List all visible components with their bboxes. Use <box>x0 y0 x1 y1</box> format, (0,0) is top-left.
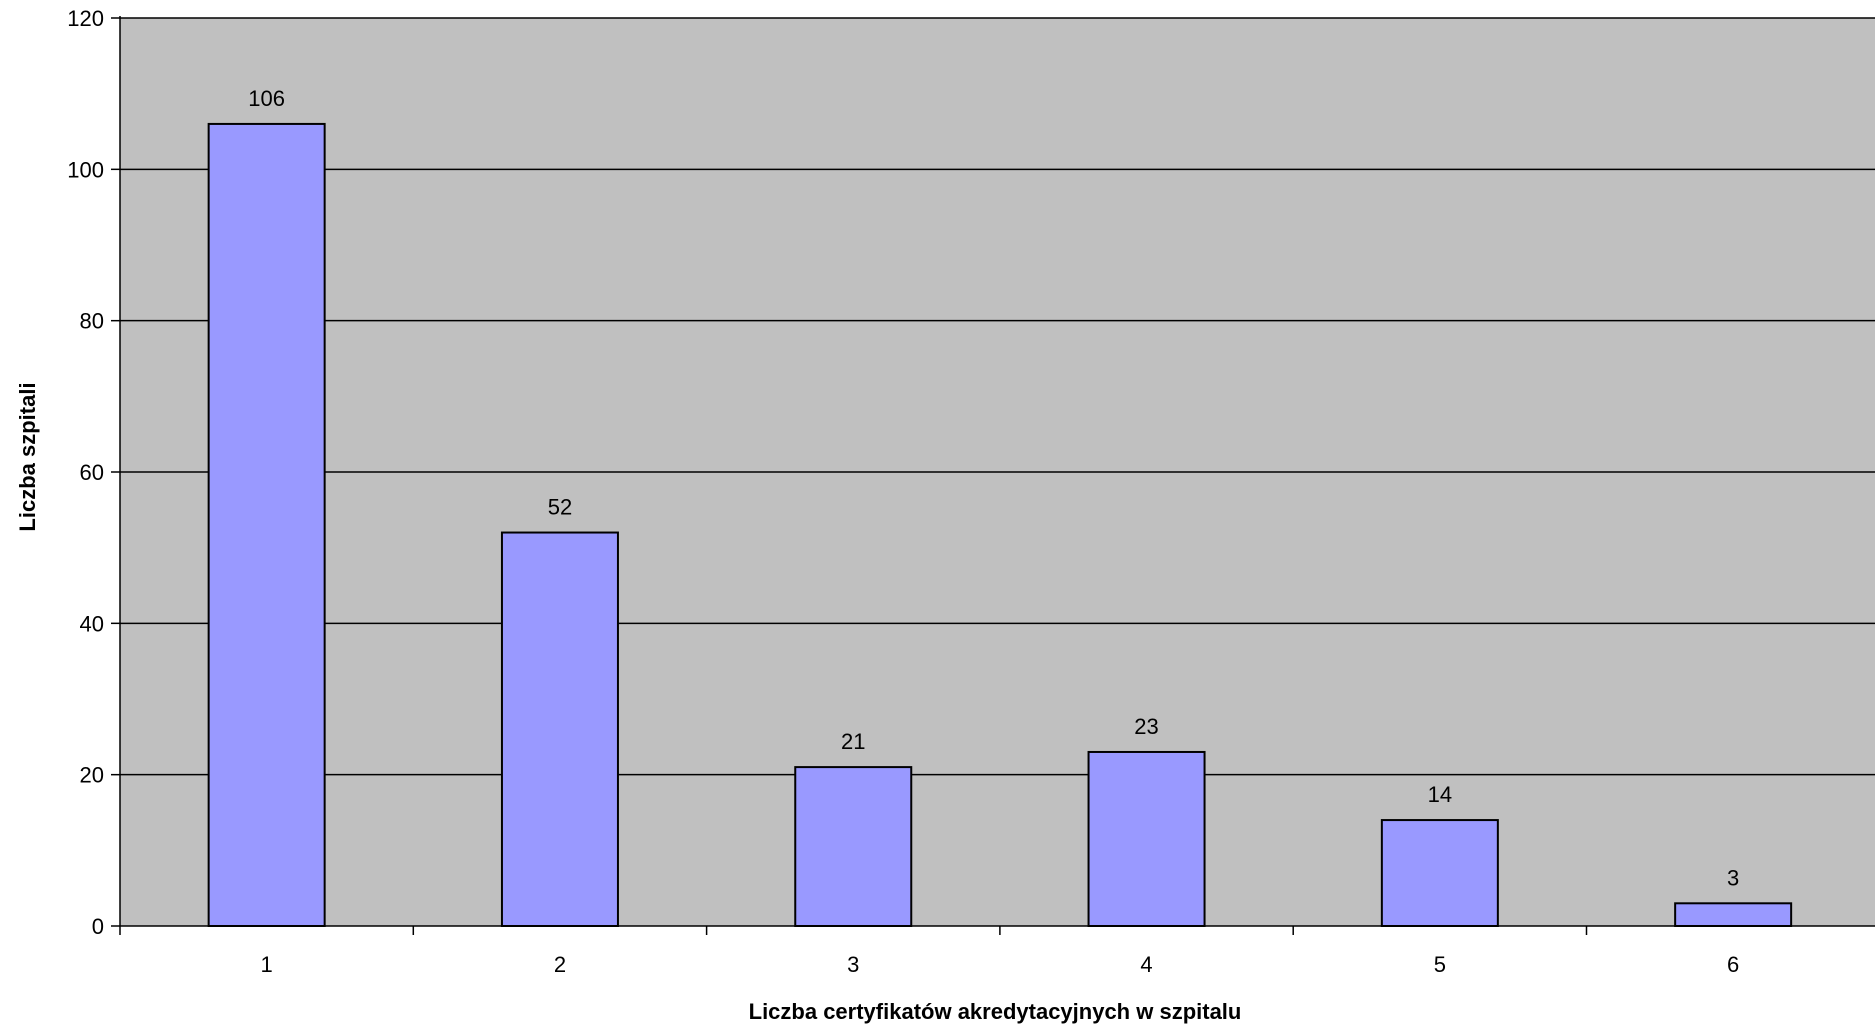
bar-6 <box>1674 902 1793 927</box>
y-tick-label: 40 <box>80 611 104 636</box>
data-label-6: 3 <box>1727 865 1739 890</box>
y-tick-label: 60 <box>80 460 104 485</box>
x-tick-label-1: 1 <box>261 952 273 977</box>
bar-4 <box>1087 750 1206 928</box>
bar-3 <box>794 766 913 927</box>
x-tick-label-6: 6 <box>1727 952 1739 977</box>
axes <box>111 16 1875 935</box>
data-label-5: 14 <box>1428 782 1452 807</box>
bars <box>207 122 1793 928</box>
gridlines <box>120 17 1875 776</box>
x-tick-label-5: 5 <box>1434 952 1446 977</box>
bar-5 <box>1380 819 1499 927</box>
y-axis-title: Liczba szpitali <box>15 382 40 531</box>
data-label-3: 21 <box>841 729 865 754</box>
y-tick-label: 80 <box>80 309 104 334</box>
y-tick-label: 0 <box>92 914 104 939</box>
y-tick-label: 20 <box>80 763 104 788</box>
y-tick-label: 100 <box>67 157 104 182</box>
bar-2 <box>500 531 619 927</box>
x-tick-label-4: 4 <box>1140 952 1152 977</box>
data-label-4: 23 <box>1134 714 1158 739</box>
x-axis-title: Liczba certyfikatów akredytacyjnych w sz… <box>749 999 1242 1024</box>
labels: 0 20 40 60 80 100 120 106 1 52 2 21 3 23 4 14 5 3 6 <box>67 6 1739 977</box>
data-label-2: 52 <box>548 495 572 520</box>
bar-1 <box>207 122 326 927</box>
x-tick-label-3: 3 <box>847 952 859 977</box>
y-tick-label: 120 <box>67 6 104 31</box>
x-tick-label-2: 2 <box>554 952 566 977</box>
data-label-1: 106 <box>248 86 285 111</box>
